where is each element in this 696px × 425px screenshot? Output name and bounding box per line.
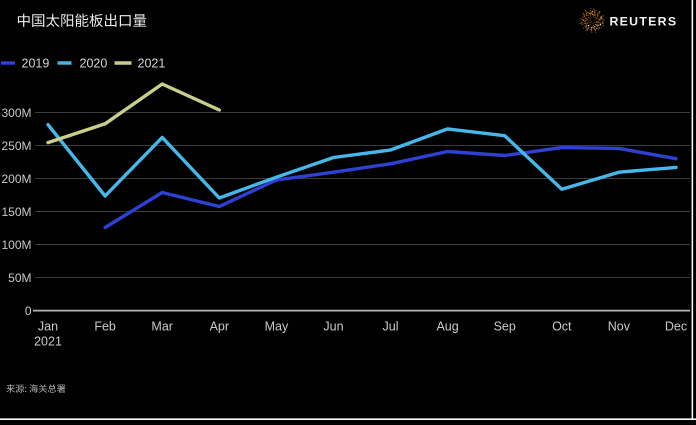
svg-text:2019: 2019	[22, 57, 50, 71]
svg-text:Jun: Jun	[323, 320, 343, 334]
svg-text:0: 0	[25, 304, 32, 318]
svg-text:Nov: Nov	[608, 320, 631, 334]
svg-text:2020: 2020	[80, 57, 108, 71]
svg-text:Apr: Apr	[210, 320, 229, 334]
svg-text:100M: 100M	[1, 238, 31, 252]
svg-text:300M: 300M	[1, 106, 31, 120]
svg-text:50M: 50M	[8, 271, 31, 285]
svg-text:Jan: Jan	[38, 320, 58, 334]
svg-text:May: May	[265, 320, 289, 334]
svg-text:Dec: Dec	[665, 320, 687, 334]
svg-text:Oct: Oct	[552, 320, 572, 334]
svg-text:200M: 200M	[1, 172, 31, 186]
svg-text:250M: 250M	[1, 139, 31, 153]
svg-text:Mar: Mar	[151, 320, 173, 334]
svg-text:2021: 2021	[138, 57, 166, 71]
svg-text:Jul: Jul	[383, 320, 399, 334]
svg-text:Aug: Aug	[436, 320, 458, 334]
svg-text:150M: 150M	[1, 205, 31, 219]
svg-text:REUTERS: REUTERS	[610, 15, 678, 29]
svg-text:Sep: Sep	[494, 320, 516, 334]
svg-text:Feb: Feb	[94, 320, 116, 334]
svg-text:2021: 2021	[34, 335, 62, 349]
